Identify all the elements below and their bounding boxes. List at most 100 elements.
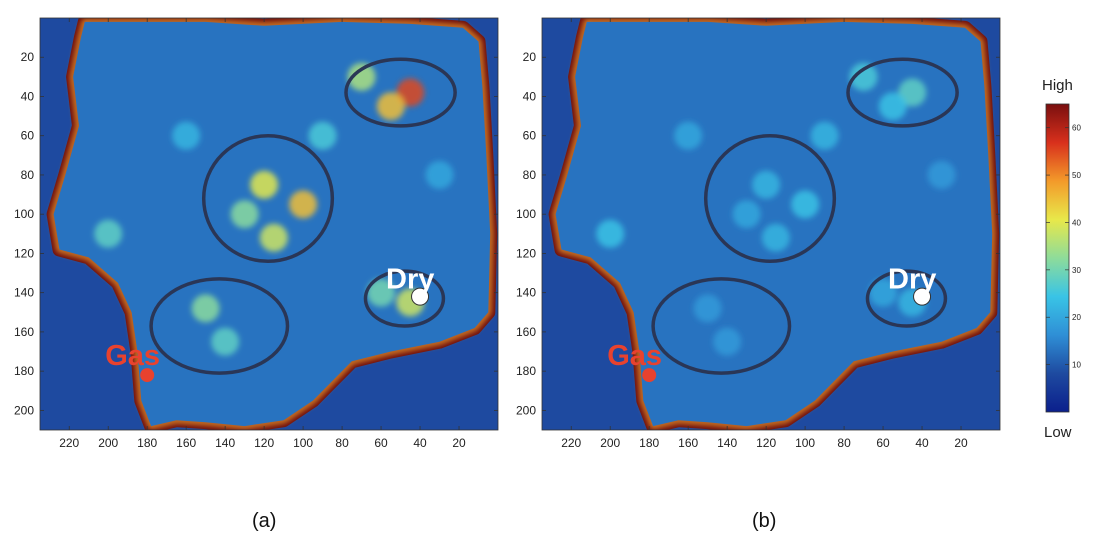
x-tick-label: 40	[915, 436, 929, 450]
highlight-ellipse	[865, 269, 948, 328]
heatmap-panel-b: Gas Dry 20 40 60 80 100 120 140 160 180 200 220 200 18…	[516, 17, 1001, 532]
x-tick-label: 180	[639, 436, 659, 450]
x-tick-label: 220	[561, 436, 581, 450]
x-tick-label: 80	[837, 436, 851, 450]
y-tick-label: 60	[523, 129, 537, 143]
highlight-ellipse	[201, 133, 335, 264]
colorbar-tick-label: 40	[1072, 218, 1081, 227]
x-tick-label: 20	[452, 436, 466, 450]
hotspot	[211, 327, 240, 356]
highlight-ellipse	[846, 57, 959, 128]
hotspot	[289, 190, 318, 219]
y-tick-label: 140	[516, 286, 536, 300]
y-tick-label: 40	[21, 89, 35, 103]
panel-label: (a)	[252, 510, 276, 532]
hotspot	[898, 78, 927, 107]
hotspot	[259, 223, 288, 252]
x-tick-label: 160	[678, 436, 698, 450]
hotspot	[230, 200, 259, 229]
hotspot	[396, 78, 425, 107]
hotspot	[376, 92, 405, 121]
dry-well-marker	[411, 287, 430, 306]
x-tick-label: 60	[374, 436, 388, 450]
y-tick-label: 40	[523, 89, 537, 103]
y-tick-label: 200	[516, 403, 536, 417]
gas-well-marker	[140, 368, 155, 383]
y-tick-label: 140	[14, 286, 34, 300]
hotspot	[425, 160, 454, 189]
y-tick-label: 160	[516, 325, 536, 339]
hotspot	[250, 170, 279, 199]
x-tick-label: 200	[600, 436, 620, 450]
hotspots	[596, 62, 956, 356]
colorbar-high-label: High	[1042, 77, 1073, 94]
plot-frame	[541, 17, 1001, 431]
y-tick-label: 20	[21, 50, 35, 64]
hotspot	[810, 121, 839, 150]
x-tick-label: 140	[717, 436, 737, 450]
hotspot	[596, 219, 625, 248]
x-tick-label: 180	[137, 436, 157, 450]
highlight-ellipse	[149, 277, 290, 375]
hotspots	[94, 62, 454, 356]
x-tick-label: 120	[756, 436, 776, 450]
y-tick-label: 20	[523, 50, 537, 64]
x-tick-label: 100	[795, 436, 815, 450]
colorbar-tick-label: 60	[1072, 124, 1081, 133]
highlight-ellipse	[344, 57, 457, 128]
y-tick-label: 80	[21, 168, 35, 182]
colorbar-low-label: Low	[1044, 424, 1072, 441]
x-tick-label: 100	[293, 436, 313, 450]
hotspot	[367, 278, 396, 307]
highlight-ellipse	[363, 269, 446, 328]
hotspot	[94, 219, 123, 248]
hotspot	[752, 170, 781, 199]
survey-edge-halo	[50, 18, 494, 430]
colorbar-ticks: 10 20 30 40 50 60	[1046, 124, 1081, 370]
x-tick-label: 60	[876, 436, 890, 450]
x-tick-label: 80	[335, 436, 349, 450]
hotspot	[713, 327, 742, 356]
hotspot	[674, 121, 703, 150]
colorbar-gradient	[1045, 103, 1070, 413]
panels: Gas Dry 20 40 60 80 100 120 140 160 180 200 220 200 18…	[14, 17, 1001, 532]
gas-well-label: Gas	[105, 340, 160, 372]
hotspot	[849, 62, 878, 91]
colorbar-tick-label: 20	[1072, 313, 1081, 322]
y-tick-label: 160	[14, 325, 34, 339]
x-tick-label: 40	[413, 436, 427, 450]
hotspot	[878, 92, 907, 121]
x-tick-label: 140	[215, 436, 235, 450]
hotspot	[761, 223, 790, 252]
hotspot	[308, 121, 337, 150]
dry-well-label: Dry	[386, 264, 434, 296]
highlight-ellipse	[651, 277, 792, 375]
heatmap-panel-a: Gas Dry 20 40 60 80 100 120 140 160 180 200 220 200 18…	[14, 17, 499, 532]
panel-label: (b)	[752, 510, 776, 532]
gas-well-label: Gas	[607, 340, 662, 372]
x-tick-label: 20	[954, 436, 968, 450]
x-tick-label: 220	[59, 436, 79, 450]
dry-well-label: Dry	[888, 264, 936, 296]
x-tick-label: 120	[254, 436, 274, 450]
hotspot	[791, 190, 820, 219]
hotspot	[191, 294, 220, 323]
hotspot	[732, 200, 761, 229]
x-tick-label: 160	[176, 436, 196, 450]
hotspot	[172, 121, 201, 150]
y-tick-label: 60	[21, 129, 35, 143]
y-tick-label: 200	[14, 403, 34, 417]
y-tick-label: 80	[523, 168, 537, 182]
colorbar-tick-label: 50	[1072, 171, 1081, 180]
y-tick-label: 120	[516, 246, 536, 260]
y-tick-label: 180	[516, 364, 536, 378]
gas-well-marker	[642, 368, 657, 383]
y-tick-label: 100	[14, 207, 34, 221]
highlight-ellipse	[703, 133, 837, 264]
x-tick-label: 200	[98, 436, 118, 450]
dry-well-marker	[913, 287, 932, 306]
hotspot	[347, 62, 376, 91]
hotspot	[869, 278, 898, 307]
colorbar-tick-label: 10	[1072, 361, 1081, 370]
